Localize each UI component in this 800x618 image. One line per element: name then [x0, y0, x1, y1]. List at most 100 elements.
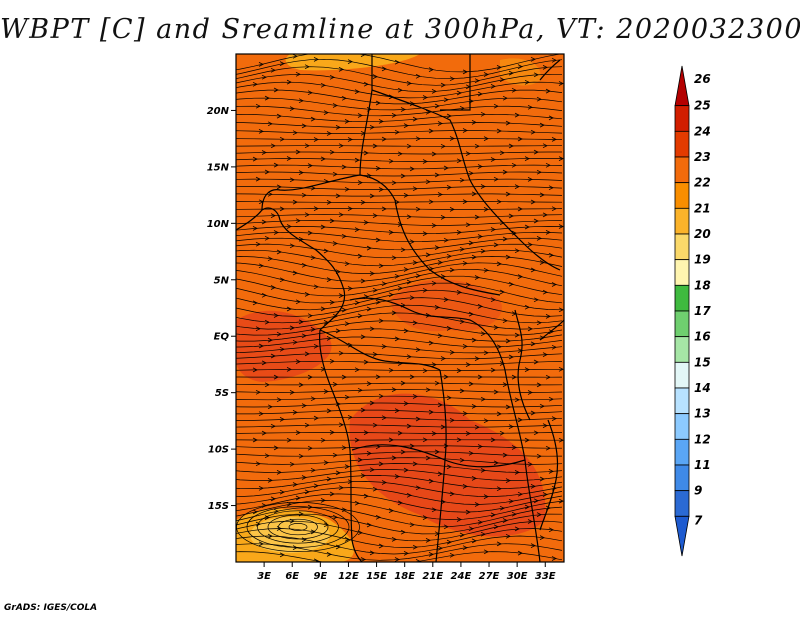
- streamline-arrow: [533, 430, 539, 436]
- cyclone-streamline: [246, 506, 350, 548]
- streamline: [236, 243, 563, 259]
- streamline-arrow: [462, 199, 468, 204]
- streamline-arrow: [298, 382, 304, 388]
- colorbar-label: 7: [694, 513, 703, 527]
- streamline: [236, 201, 563, 203]
- streamline-arrow: [313, 284, 319, 290]
- streamline-arrow: [323, 460, 329, 465]
- streamline-arrow: [483, 207, 489, 212]
- streamline-arrow: [261, 219, 267, 225]
- streamline-arrow: [357, 180, 363, 185]
- streamline-arrow: [558, 498, 564, 504]
- streamline-arrow: [505, 120, 511, 126]
- streamline: [236, 352, 563, 360]
- streamline-arrow: [267, 256, 273, 262]
- streamline-arrow: [462, 411, 468, 416]
- streamline-arrow: [434, 103, 440, 109]
- colorbar-segment: [674, 387, 690, 415]
- streamline-arrow: [527, 519, 533, 524]
- streamline-arrow: [468, 170, 474, 176]
- streamline-arrow: [375, 299, 381, 305]
- streamline-arrow: [527, 326, 533, 332]
- streamline-arrow: [514, 112, 520, 118]
- streamline-arrow: [446, 395, 452, 401]
- streamline-arrow: [329, 491, 335, 497]
- streamline-arrow: [533, 498, 539, 504]
- streamline-arrow: [474, 424, 480, 430]
- streamline-arrow: [422, 95, 428, 100]
- streamline-arrow: [548, 396, 554, 402]
- streamline-arrow: [286, 437, 292, 443]
- streamline-arrow: [261, 430, 267, 436]
- streamline-arrow: [443, 165, 449, 171]
- streamline-arrow: [264, 169, 270, 175]
- streamline-arrow: [363, 150, 369, 156]
- streamline-arrow: [326, 131, 332, 136]
- streamline: [236, 344, 563, 354]
- streamline-arrow: [508, 498, 514, 504]
- streamline-arrow: [378, 393, 384, 399]
- streamline-arrow: [255, 103, 261, 109]
- streamline-arrow: [456, 368, 462, 373]
- streamline-arrow: [483, 350, 489, 356]
- streamline-arrow: [394, 408, 400, 413]
- streamline: [236, 231, 563, 243]
- streamline-arrow: [517, 136, 523, 142]
- streamline-arrow: [354, 227, 360, 232]
- streamline-arrow: [530, 410, 536, 416]
- streamline-arrow: [403, 193, 409, 198]
- streamline-arrow: [391, 455, 397, 461]
- streamline-arrow: [360, 278, 366, 284]
- streamline-arrow: [502, 236, 508, 242]
- streamline-arrow: [409, 101, 415, 106]
- streamline: [236, 130, 563, 134]
- streamline-arrow: [465, 431, 471, 436]
- streamline-arrow: [524, 367, 530, 372]
- streamline-arrow: [354, 500, 360, 506]
- coastlines: [236, 54, 564, 562]
- streamline-arrow: [477, 164, 483, 169]
- streamline-arrow: [341, 95, 347, 101]
- streamline-arrow: [252, 367, 258, 373]
- streamline-arrow: [307, 445, 313, 451]
- streamline-arrow: [276, 184, 282, 190]
- lon-tick-label: 9E: [313, 571, 327, 582]
- streamline-arrow: [483, 549, 489, 555]
- streamline-arrow: [514, 526, 520, 532]
- streamline-arrow: [406, 354, 412, 360]
- lon-tick-label: 24E: [451, 571, 472, 582]
- streamline-arrow: [335, 125, 341, 130]
- streamline-arrow: [468, 450, 474, 456]
- streamline-arrow: [307, 163, 313, 168]
- streamline-arrow: [459, 457, 465, 463]
- streamline-arrow: [499, 289, 505, 295]
- colorbar-label: 12: [694, 432, 711, 446]
- streamline-arrow: [391, 255, 397, 261]
- streamline-arrow: [258, 129, 264, 134]
- streamline-arrow: [558, 156, 564, 161]
- streamline-arrow: [279, 346, 285, 352]
- streamline: [236, 186, 563, 190]
- streamline-arrow: [304, 489, 310, 495]
- streamline-arrow: [276, 397, 282, 403]
- streamline-arrow: [422, 437, 428, 443]
- streamline-arrow: [344, 321, 350, 327]
- streamline-arrow: [341, 307, 347, 313]
- colorbar-label: 13: [694, 407, 711, 421]
- streamline-arrow: [301, 123, 307, 129]
- colorbar-segment: [674, 182, 690, 209]
- streamline-arrow: [465, 509, 471, 515]
- colorbar-label: 15: [694, 355, 711, 369]
- colorbar-segment: [674, 233, 690, 261]
- streamline: [236, 551, 563, 562]
- streamline-arrow: [273, 508, 279, 514]
- streamline: [236, 528, 563, 548]
- streamline-arrow: [292, 410, 298, 415]
- streamline: [236, 409, 563, 415]
- streamline-arrow: [295, 218, 301, 224]
- streamline-arrow: [434, 172, 440, 178]
- streamline-arrow: [490, 227, 496, 232]
- colorbar-label: 11: [694, 458, 711, 472]
- streamline-arrow: [434, 245, 440, 250]
